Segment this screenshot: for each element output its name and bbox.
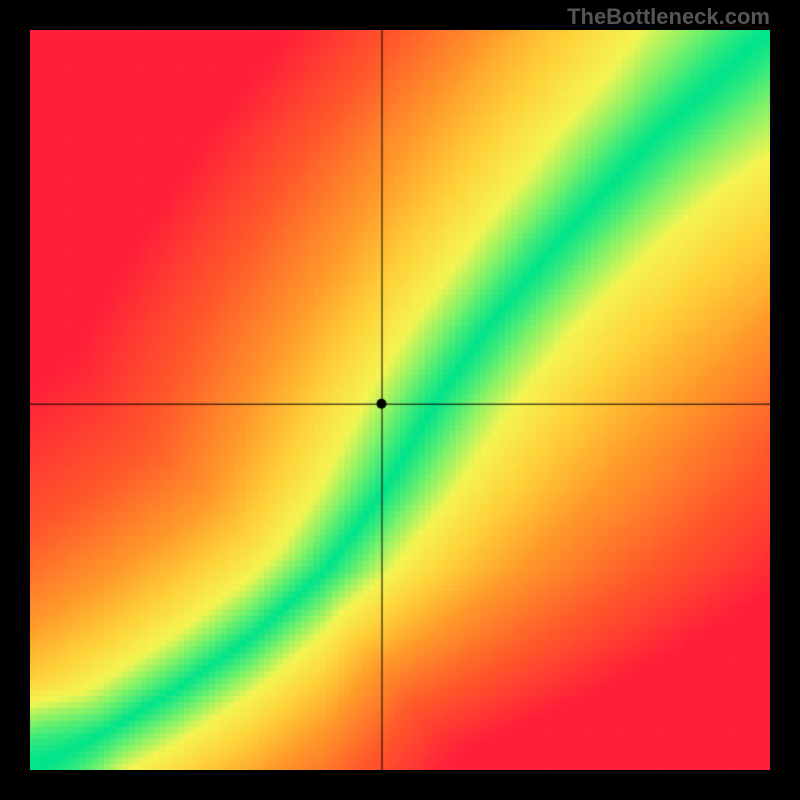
bottleneck-heatmap <box>30 30 770 770</box>
watermark-text: TheBottleneck.com <box>567 4 770 30</box>
chart-container: TheBottleneck.com <box>0 0 800 800</box>
